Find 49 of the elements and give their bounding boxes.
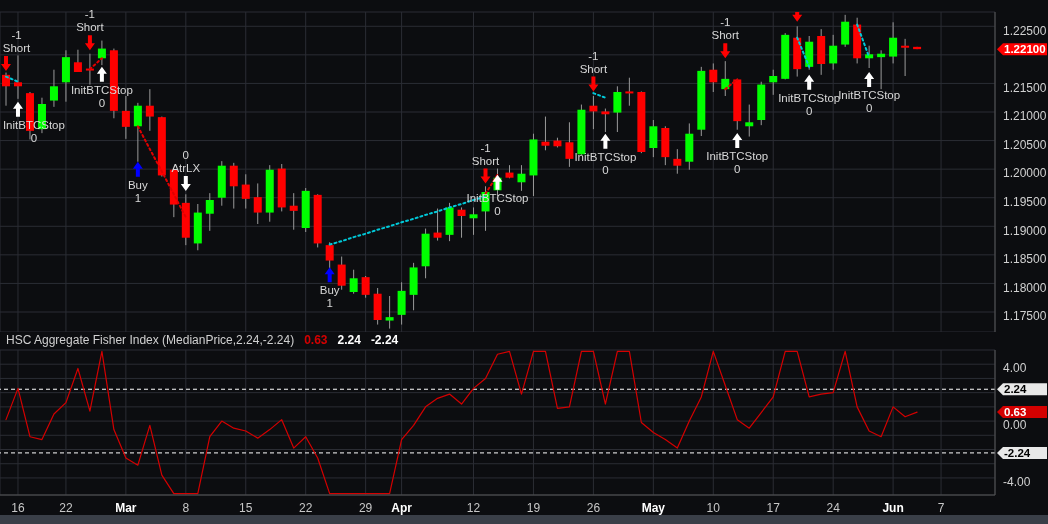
annotation: -1 Short bbox=[471, 141, 501, 167]
y-tick-label: -4.00 bbox=[1003, 475, 1031, 490]
x-tick-label: 10 bbox=[706, 501, 721, 515]
text: 0.63 bbox=[1004, 406, 1027, 419]
annotation: -1 Short bbox=[2, 28, 32, 54]
x-tick-label: 22 bbox=[299, 501, 313, 515]
y-tick-label: 1.22500 bbox=[1003, 23, 1047, 38]
y-tick-label: 1.18500 bbox=[1003, 252, 1047, 267]
x-tick-label: 24 bbox=[826, 501, 841, 515]
y-tick-label: 1.18000 bbox=[1003, 280, 1047, 295]
x-tick-label: 8 bbox=[182, 501, 190, 515]
y-tick-label: 1.21000 bbox=[1003, 109, 1047, 124]
annotation: -1 Short bbox=[76, 8, 105, 34]
y-tick-label: 1.19500 bbox=[1003, 194, 1047, 209]
text: -2.24 bbox=[370, 333, 399, 347]
x-tick-label: 17 bbox=[766, 501, 781, 515]
annotation: InitBTCStop 0 bbox=[574, 150, 637, 176]
annotation: Buy 1 bbox=[319, 284, 340, 310]
text: 1.22100 bbox=[1004, 43, 1046, 56]
annotation: -1 Short bbox=[579, 49, 608, 75]
annotation: Buy 1 bbox=[127, 178, 149, 204]
annotation: InitBTCStop 0 bbox=[706, 150, 769, 176]
x-tick-label: Mar bbox=[115, 501, 137, 515]
x-tick-label: 19 bbox=[526, 501, 541, 515]
x-tick-label: Jun bbox=[882, 501, 904, 515]
x-tick-label: May bbox=[641, 501, 666, 515]
y-tick-label: 0.00 bbox=[1003, 418, 1027, 433]
ref-line-label: 2.24 bbox=[1004, 383, 1027, 396]
y-tick-label: 1.20500 bbox=[1003, 137, 1047, 152]
chart-title: HSC Aggregate Fisher Index (MedianPrice,2.24,-2.24) bbox=[6, 333, 295, 347]
x-tick-label: 29 bbox=[358, 501, 373, 515]
ref-line-label: -2.24 bbox=[1004, 446, 1031, 459]
y-tick-label: 1.21500 bbox=[1003, 80, 1047, 95]
y-tick-label: 1.17500 bbox=[1003, 309, 1047, 324]
y-tick-label: 4.00 bbox=[1003, 361, 1027, 376]
y-tick-label: 1.20000 bbox=[1003, 166, 1047, 181]
x-tick-label: 16 bbox=[11, 501, 25, 515]
text: 0.63 bbox=[304, 333, 328, 347]
x-tick-label: 26 bbox=[586, 501, 601, 515]
x-tick-label: 7 bbox=[937, 501, 945, 515]
x-tick-label: 15 bbox=[239, 501, 253, 515]
annotation: 0 AtrLX bbox=[171, 148, 201, 174]
x-tick-label: 22 bbox=[59, 501, 73, 515]
x-tick-label: 12 bbox=[466, 501, 481, 515]
x-tick-label: Apr bbox=[391, 501, 413, 515]
annotation: InitBTCStop 0 bbox=[838, 88, 901, 114]
text: 2.24 bbox=[337, 333, 362, 347]
y-tick-label: 1.19000 bbox=[1003, 223, 1047, 238]
annotation: -1 Short bbox=[711, 16, 740, 42]
